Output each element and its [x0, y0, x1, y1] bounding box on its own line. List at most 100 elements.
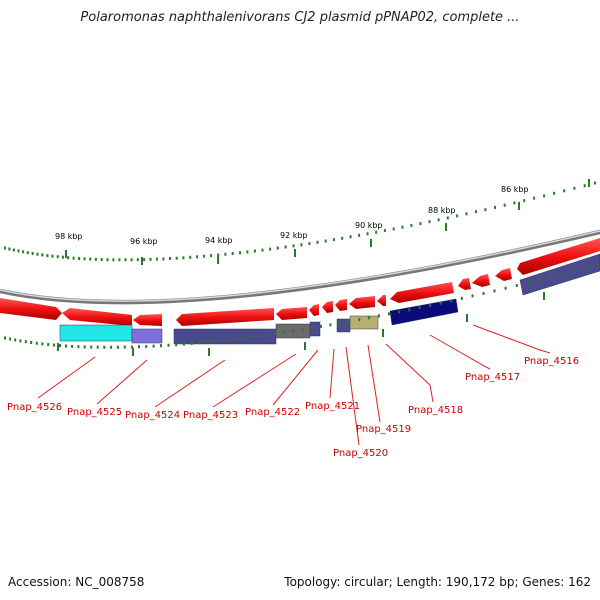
outer-minor-tick: [162, 257, 165, 261]
gene-label-pnap_4517[interactable]: Pnap_4517: [465, 372, 520, 383]
outer-minor-tick: [175, 256, 178, 260]
forward-gene-arrow[interactable]: [377, 295, 386, 306]
reverse-gene-bar-pnap_4518[interactable]: [389, 298, 459, 326]
forward-gene-arrow[interactable]: [390, 282, 454, 303]
outer-minor-tick: [36, 252, 39, 256]
outer-minor-tick: [349, 235, 352, 239]
inner-minor-tick: [358, 318, 361, 322]
reverse-gene-bar-pnap_4524[interactable]: [173, 328, 277, 345]
forward-gene-arrow[interactable]: [349, 296, 375, 309]
outer-minor-tick: [83, 257, 86, 261]
forward-gene-arrow[interactable]: [335, 299, 347, 311]
leader-line-pnap_4518: [385, 343, 434, 403]
outer-major-tick: [445, 223, 447, 231]
forward-gene-arrow[interactable]: [458, 278, 471, 290]
inner-minor-tick: [206, 340, 209, 344]
outer-minor-tick: [224, 252, 227, 256]
gene-label-pnap_4524[interactable]: Pnap_4524: [125, 410, 180, 421]
forward-gene-arrow[interactable]: [309, 304, 319, 316]
forward-gene-arrow[interactable]: [517, 238, 600, 275]
inner-minor-tick: [14, 338, 17, 342]
inner-minor-tick: [83, 345, 86, 349]
inner-minor-tick: [301, 328, 304, 331]
outer-minor-tick: [276, 246, 279, 250]
outer-minor-tick: [118, 258, 121, 262]
scale-label-94kbp: 94 kbp: [205, 236, 233, 245]
gene-label-pnap_4526[interactable]: Pnap_4526: [7, 402, 62, 413]
outer-minor-tick: [231, 252, 234, 255]
inner-major-tick: [208, 348, 210, 356]
inner-minor-tick: [274, 332, 277, 336]
accession-text: Accession: NC_008758: [8, 575, 145, 589]
leader-line-pnap_4523: [212, 353, 297, 408]
outer-minor-tick: [437, 218, 440, 222]
outer-minor-tick: [292, 244, 295, 248]
outer-minor-tick: [239, 251, 241, 255]
inner-minor-tick: [231, 337, 234, 341]
reverse-gene-bar-pnap_4522[interactable]: [309, 321, 321, 337]
forward-gene-arrow[interactable]: [176, 308, 274, 326]
outer-minor-tick: [46, 254, 49, 258]
outer-minor-tick: [67, 256, 70, 260]
inner-minor-tick: [368, 316, 371, 320]
inner-minor-tick: [398, 310, 401, 314]
gene-leader-lines: [37, 324, 551, 446]
gene-label-pnap_4520[interactable]: Pnap_4520: [333, 448, 388, 459]
outer-minor-tick: [446, 216, 449, 220]
inner-minor-tick: [450, 299, 453, 303]
outer-minor-tick: [210, 254, 213, 258]
inner-major-tick: [304, 342, 306, 350]
outer-minor-tick: [375, 230, 378, 234]
outer-minor-tick: [94, 257, 97, 261]
gene-label-pnap_4521[interactable]: Pnap_4521: [305, 401, 360, 412]
outer-minor-tick: [341, 236, 344, 240]
inner-minor-tick: [182, 342, 185, 346]
gene-label-pnap_4522[interactable]: Pnap_4522: [245, 407, 300, 418]
inner-minor-tick: [190, 341, 193, 345]
outer-minor-tick: [300, 243, 303, 247]
outer-minor-tick: [332, 238, 335, 242]
gene-label-pnap_4523[interactable]: Pnap_4523: [183, 410, 238, 421]
inner-minor-tick: [408, 308, 411, 312]
reverse-strand-genes: [59, 253, 600, 345]
outer-minor-tick: [89, 257, 92, 261]
inner-minor-tick: [65, 344, 67, 348]
topology-summary: Topology: circular; Length: 190,172 bp; …: [284, 575, 591, 589]
outer-tick-ring: [4, 179, 596, 265]
leader-line-pnap_4519: [367, 344, 381, 423]
forward-gene-arrow[interactable]: [495, 268, 512, 281]
reverse-gene-bar-pnap_4526[interactable]: [59, 324, 133, 342]
gene-label-pnap_4516[interactable]: Pnap_4516: [524, 356, 579, 367]
reverse-gene-bar-pnap_4519[interactable]: [349, 315, 379, 330]
outer-minor-tick: [366, 232, 369, 236]
outer-minor-tick: [573, 186, 576, 190]
scale-labels: 98 kbp 96 kbp 94 kbp 92 kbp 90 kbp 88 kb…: [55, 185, 529, 246]
forward-gene-arrow[interactable]: [0, 298, 62, 320]
gene-label-pnap_4518[interactable]: Pnap_4518: [408, 405, 463, 416]
reverse-gene-bar-pnap_4516[interactable]: [519, 253, 600, 296]
outer-minor-tick: [143, 258, 146, 262]
inner-minor-tick: [573, 269, 576, 273]
gene-label-pnap_4519[interactable]: Pnap_4519: [356, 424, 411, 435]
outer-minor-tick: [51, 254, 54, 258]
outer-minor-tick: [484, 208, 487, 212]
reverse-gene-bar-pnap_4520[interactable]: [336, 318, 351, 333]
gene-label-pnap_4525[interactable]: Pnap_4525: [67, 407, 122, 418]
scale-label-98kbp: 98 kbp: [55, 232, 83, 241]
outer-minor-tick: [217, 253, 220, 257]
inner-minor-tick: [292, 329, 295, 333]
inner-minor-tick: [283, 330, 286, 334]
outer-minor-tick: [31, 252, 34, 255]
forward-gene-arrow[interactable]: [133, 314, 162, 326]
outer-minor-tick: [136, 258, 139, 262]
forward-gene-arrow[interactable]: [62, 308, 132, 326]
scale-label-88kbp: 88 kbp: [428, 206, 456, 215]
reverse-gene-bar-pnap_4525[interactable]: [131, 328, 163, 344]
forward-gene-arrow[interactable]: [276, 307, 307, 320]
inner-minor-tick: [59, 344, 61, 348]
forward-gene-arrow[interactable]: [472, 274, 490, 287]
forward-gene-arrow[interactable]: [322, 301, 333, 313]
outer-minor-tick: [112, 258, 115, 262]
outer-minor-tick: [253, 249, 256, 253]
inner-minor-tick: [338, 321, 341, 325]
